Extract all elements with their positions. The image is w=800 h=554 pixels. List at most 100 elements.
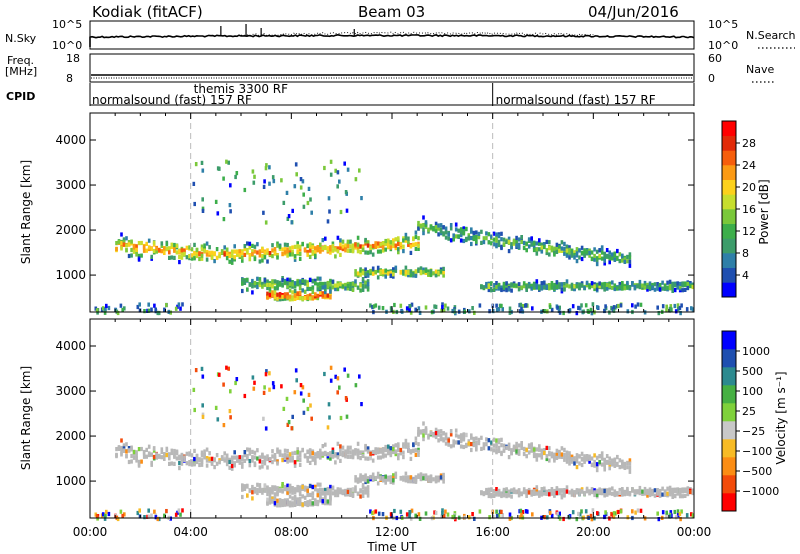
colorbar-swatch — [722, 267, 736, 283]
cpid-segment-label: normalsound (fast) 157 RF — [92, 93, 252, 107]
power-cell — [417, 267, 420, 272]
colorbar-tick-label: 12 — [742, 225, 756, 238]
velocity-cell — [290, 426, 294, 431]
power-cell — [595, 258, 599, 263]
power-cell — [492, 242, 496, 247]
velocity-cell — [670, 513, 673, 518]
velocity-cell — [343, 367, 346, 372]
velocity-cell — [470, 435, 473, 440]
power-cell — [422, 270, 425, 275]
velocity-cell — [115, 447, 118, 452]
power-cell — [346, 283, 350, 288]
power-cell — [170, 244, 174, 250]
power-cell — [658, 287, 662, 292]
power-cell — [195, 253, 199, 259]
velocity-cell — [366, 491, 370, 496]
power-cell — [282, 200, 286, 205]
velocity-cell — [266, 497, 269, 502]
velocity-cell — [399, 509, 403, 514]
velocity-cell — [311, 457, 315, 462]
velocity-cell — [480, 446, 483, 451]
velocity-cell — [188, 451, 191, 456]
velocity-cell — [527, 443, 531, 448]
velocity-cell — [309, 403, 312, 408]
power-cell — [404, 238, 408, 243]
power-cell — [349, 285, 352, 290]
power-cell — [329, 278, 332, 283]
power-cell — [252, 180, 256, 185]
power-cell — [685, 307, 689, 312]
velocity-cell — [530, 448, 533, 453]
velocity-cell — [676, 487, 679, 492]
velocity-cell — [321, 452, 325, 457]
power-cell — [251, 249, 254, 254]
power-cell — [434, 225, 438, 230]
velocity-cell — [414, 477, 418, 482]
velocity-cell — [331, 454, 335, 459]
power-cell — [568, 250, 571, 255]
velocity-cell — [135, 456, 138, 461]
velocity-cell — [354, 475, 357, 480]
power-cell — [668, 286, 672, 291]
velocity-cell — [510, 494, 513, 499]
velocity-cell — [286, 459, 289, 464]
velocity-cell — [626, 489, 629, 494]
power-cell — [475, 230, 478, 235]
power-cell — [427, 272, 430, 277]
velocity-cell — [603, 464, 606, 469]
velocity-cell — [263, 483, 267, 488]
velocity-cell — [490, 440, 493, 445]
power-cell — [689, 284, 692, 289]
power-cell — [125, 248, 128, 253]
power-cell — [442, 307, 446, 312]
velocity-cell — [590, 462, 594, 468]
velocity-cell — [653, 488, 657, 493]
velocity-cell — [324, 500, 327, 505]
power-cell — [302, 204, 306, 209]
colorbar-swatch — [722, 135, 736, 151]
velocity-cell — [288, 485, 292, 490]
power-cell — [387, 238, 390, 243]
power-cell — [205, 250, 209, 255]
power-cell — [276, 283, 279, 288]
velocity-cell — [163, 452, 166, 457]
power-cell — [183, 251, 186, 256]
velocity-cell — [674, 515, 678, 520]
velocity-cell — [404, 471, 408, 476]
power-cell — [502, 242, 506, 247]
velocity-cell — [205, 463, 209, 468]
power-cell — [674, 309, 678, 314]
velocity-cell — [283, 486, 287, 491]
velocity-cell — [316, 488, 320, 493]
velocity-cell — [530, 445, 533, 450]
power-cell — [281, 247, 284, 252]
velocity-cell — [165, 509, 168, 514]
power-cell — [361, 247, 365, 252]
velocity-cell — [120, 452, 123, 457]
power-cell — [293, 244, 297, 249]
velocity-cell — [293, 390, 297, 395]
velocity-cell — [264, 372, 268, 377]
power-cell — [122, 237, 126, 242]
velocity-cell — [175, 456, 179, 461]
power-cell — [298, 285, 302, 290]
power-cell — [243, 252, 247, 257]
velocity-cell — [145, 454, 148, 459]
power-cell — [550, 281, 554, 286]
power-cell — [515, 239, 518, 244]
power-cell — [121, 307, 124, 313]
velocity-cell — [666, 491, 669, 496]
power-cell — [605, 286, 609, 291]
velocity-cell — [314, 487, 317, 492]
colorbar-swatch — [722, 209, 736, 224]
power-cell — [290, 220, 294, 225]
power-cell — [621, 281, 624, 286]
velocity-cell — [331, 449, 335, 455]
power-cell — [567, 309, 571, 314]
velocity-cell — [439, 475, 443, 480]
power-cell — [603, 258, 606, 263]
velocity-cell — [341, 490, 345, 495]
power-cell — [326, 284, 330, 289]
power-cell — [225, 256, 229, 261]
power-cell — [351, 281, 355, 286]
